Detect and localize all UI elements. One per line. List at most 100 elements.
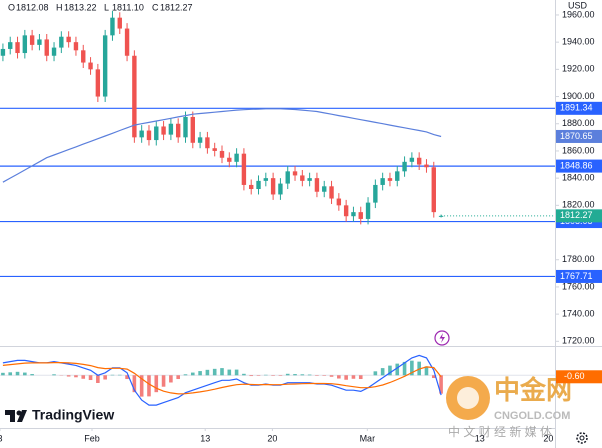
macd-histogram-bar — [205, 369, 210, 376]
watermark-slogan: 中 文 财 经 新 媒 体 — [448, 424, 552, 439]
candle-body — [263, 178, 269, 181]
macd-histogram-bar — [285, 373, 290, 376]
y-tick-label: 1760.00 — [562, 281, 595, 291]
candle-body — [190, 116, 195, 143]
candle-body — [373, 184, 378, 203]
x-tick-label: Feb — [84, 433, 100, 443]
candle-body — [278, 183, 283, 195]
candle-body — [431, 167, 436, 213]
legend-key: H — [56, 2, 63, 12]
legend-value: 1812.27 — [160, 2, 193, 12]
candle-body — [117, 17, 122, 29]
alert-circle[interactable] — [434, 330, 450, 346]
last-price-box — [556, 209, 602, 223]
candle-body — [88, 62, 93, 70]
macd-histogram-bar — [66, 375, 71, 377]
macd-histogram-bar — [161, 375, 166, 387]
y-tick-label: 1920.00 — [562, 64, 595, 74]
candle-body — [51, 47, 57, 56]
last-price-label: 1812.27 — [560, 210, 593, 220]
level-label-box — [556, 269, 602, 283]
macd-histogram-bar — [139, 375, 144, 397]
candle-body — [183, 116, 188, 138]
x-tick-label: 13 — [475, 433, 485, 443]
candle-body — [387, 178, 393, 181]
candle-body — [110, 17, 115, 36]
moving-average — [2, 108, 442, 183]
candle-body — [249, 184, 254, 190]
candle-body — [292, 171, 298, 176]
macd-histogram-bar — [169, 375, 173, 383]
macd-histogram-bar — [337, 375, 341, 379]
macd-histogram-bar — [300, 374, 305, 376]
x-tick-label: Mar — [360, 433, 376, 443]
y-tick-label: 1820.00 — [562, 200, 595, 210]
macd-histogram-bar — [417, 361, 421, 376]
candle-body — [395, 171, 400, 181]
candle-body — [59, 36, 64, 48]
legend-value: 1812.08 — [16, 2, 49, 12]
currency: USD — [568, 0, 588, 10]
candle-body — [0, 48, 6, 56]
candle-body — [8, 42, 13, 49]
legend-key: O — [8, 2, 15, 12]
candle-body — [365, 202, 371, 219]
candle-body — [73, 42, 79, 51]
macd-histogram-bar — [15, 371, 20, 376]
settings-icon[interactable] — [576, 432, 588, 444]
y-tick-label: 1900.00 — [562, 91, 595, 101]
level-label: 1767.71 — [560, 271, 593, 281]
candle-body — [66, 36, 71, 43]
macd-histogram-bar — [1, 372, 5, 376]
y-tick-label: 1940.00 — [562, 37, 595, 47]
watermark-site: CNGOLD.COM — [494, 410, 570, 422]
candle-body — [139, 130, 144, 138]
y-tick-label: 1960.00 — [562, 9, 595, 19]
alert-bolt[interactable] — [439, 333, 446, 343]
watermark-emblem-inner — [457, 387, 479, 409]
legend-key: L — [104, 2, 109, 12]
level-label: 1891.34 — [560, 103, 593, 113]
level-label-box — [556, 101, 602, 115]
macd-histogram-bar — [344, 375, 348, 380]
x-tick-label: 20 — [267, 433, 277, 443]
plot-layer: O 1812.08 H 1813.22 L 1811.10 C 1812.27 — [0, 2, 555, 406]
macd-histogram-bar — [8, 372, 13, 376]
candle-body — [161, 126, 166, 135]
macd-histogram-bar — [103, 375, 107, 380]
logo-mark — [5, 410, 15, 422]
candle-body — [416, 157, 422, 165]
ma-label-box — [556, 129, 602, 143]
candle-body — [256, 180, 261, 190]
gear[interactable] — [576, 432, 588, 444]
watermark: 中金网 CNGOLD.COM 中 文 财 经 新 媒 体 — [446, 375, 572, 439]
candle-body — [29, 35, 35, 45]
macd-histogram-bar — [395, 363, 400, 376]
candle-body — [300, 175, 305, 181]
signal-label-box — [556, 370, 602, 384]
candle-body — [44, 39, 49, 56]
level-label-box — [556, 159, 602, 173]
candle-body — [307, 178, 312, 181]
signal-line — [2, 362, 442, 395]
macd-histogram-bar — [307, 374, 312, 376]
logo-text: TradingView — [32, 407, 114, 423]
macd-histogram-bar — [183, 374, 188, 376]
candle-body — [358, 212, 363, 219]
macd-histogram-bar — [220, 368, 224, 376]
candle-body — [205, 137, 210, 149]
alert-icon[interactable] — [434, 330, 450, 346]
y-tick-label: 1860.00 — [562, 145, 595, 155]
macd-histogram-bar — [329, 375, 334, 377]
y-tick-label: 1720.00 — [562, 336, 595, 346]
macd-histogram-bar — [380, 368, 385, 376]
macd-histogram-bar — [23, 372, 27, 376]
candle-body — [154, 126, 159, 141]
x-tick-label: 20 — [543, 433, 553, 443]
y-tick-label: 1840.00 — [562, 173, 595, 183]
macd-histogram-bar — [227, 369, 232, 376]
macd-histogram-bar — [74, 375, 78, 378]
gear-center[interactable] — [579, 435, 585, 441]
macd-histogram-bar — [410, 360, 414, 376]
